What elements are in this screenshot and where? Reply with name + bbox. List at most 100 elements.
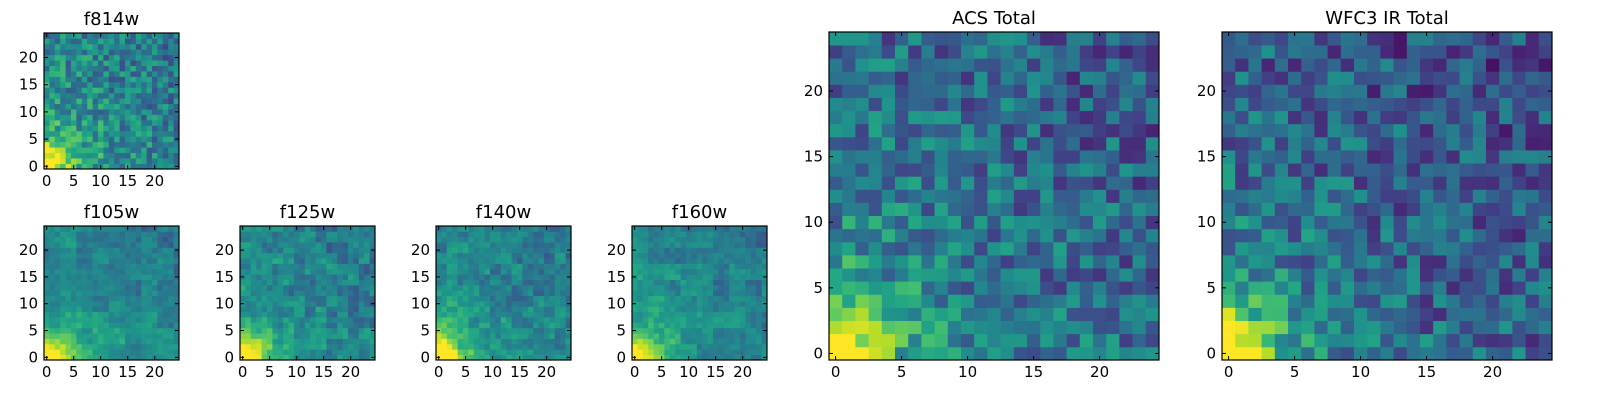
heatmap-cell (974, 241, 988, 256)
heatmap-cell (81, 290, 88, 297)
heatmap-cell (1040, 97, 1054, 112)
heatmap-cell (463, 322, 469, 329)
heatmap-cell (506, 236, 512, 243)
heatmap-cell (664, 306, 671, 313)
heatmap-cell (1053, 228, 1067, 243)
heatmap-cell (468, 301, 475, 307)
heatmap-cell (713, 258, 719, 264)
heatmap-cell (533, 290, 539, 297)
heatmap-cell (1420, 255, 1434, 269)
heatmap-cell (1301, 307, 1315, 321)
heatmap-cell (637, 284, 644, 291)
heatmap-cell (468, 317, 475, 323)
heatmap-cell (664, 247, 671, 254)
heatmap-cell (157, 349, 164, 355)
heatmap-cell (761, 338, 768, 345)
heatmap-cell (1274, 268, 1289, 282)
heatmap-cell (250, 268, 257, 275)
heatmap-cell (868, 228, 883, 243)
heatmap-cell (114, 252, 120, 259)
heatmap-cell (1446, 163, 1460, 177)
heatmap-cell (152, 65, 158, 72)
heatmap-cell (130, 114, 137, 121)
heatmap-cell (696, 252, 703, 259)
heatmap-cell (157, 327, 164, 334)
heatmap-cell (1222, 241, 1236, 256)
heatmap-cell (506, 231, 512, 238)
heatmap-cell (65, 71, 72, 77)
heatmap-cell (669, 242, 676, 248)
heatmap-cell (1367, 294, 1381, 308)
heatmap-cell (326, 242, 333, 248)
heatmap-cell (87, 306, 93, 313)
heatmap-cell (659, 349, 665, 355)
heatmap-cell (168, 284, 174, 291)
heatmap-cell (1433, 176, 1447, 190)
heatmap-cell (146, 109, 153, 115)
heatmap-cell (718, 231, 725, 238)
heatmap-cell (114, 226, 120, 232)
heatmap-cell (135, 120, 142, 126)
heatmap-cell (1446, 294, 1460, 308)
heatmap-cell (1314, 268, 1328, 282)
heatmap-cell (565, 349, 572, 355)
heatmap-cell (745, 226, 752, 232)
heatmap-cell (44, 311, 50, 318)
heatmap-cell (130, 317, 137, 323)
heatmap-cell (315, 231, 322, 238)
heatmap-cell (76, 354, 83, 361)
heatmap-cell (702, 349, 708, 355)
heatmap-cell (114, 343, 120, 350)
heatmap-cell (240, 242, 246, 248)
heatmap-cell (533, 343, 539, 350)
heatmap-cell (250, 354, 257, 361)
heatmap-cell (680, 252, 687, 259)
heatmap-cell (934, 268, 949, 282)
heatmap-cell (1525, 176, 1540, 190)
heatmap-cell (103, 247, 110, 254)
heatmap-cell (1106, 320, 1120, 335)
heatmap-cell (1499, 123, 1513, 138)
heatmap-cell (881, 281, 896, 295)
heatmap-cell (152, 147, 158, 154)
heatmap-cell (1486, 97, 1500, 112)
heatmap-cell (173, 322, 180, 329)
heatmap-cell (92, 295, 99, 302)
heatmap-cell (1053, 123, 1067, 138)
heatmap-cell (1367, 281, 1381, 295)
heatmap-cell (1288, 346, 1302, 361)
heatmap-cell (511, 247, 518, 254)
heatmap-cell (98, 152, 104, 159)
heatmap-cell (44, 60, 50, 66)
heatmap-cell (1340, 84, 1355, 98)
heatmap-cell (881, 346, 896, 361)
heatmap-cell (87, 258, 93, 264)
heatmap-cell (855, 333, 869, 348)
heatmap-cell (1235, 32, 1249, 46)
heatmap-cell (1499, 294, 1513, 308)
heatmap-cell (522, 338, 529, 345)
heatmap-cell (119, 247, 126, 254)
heatmap-cell (92, 247, 99, 254)
heatmap-cell (686, 311, 692, 318)
heatmap-cell (119, 279, 126, 286)
heatmap-cell (162, 226, 169, 232)
heatmap-cell (1420, 58, 1434, 72)
heatmap-cell (108, 109, 115, 115)
heatmap-cell (1393, 71, 1408, 85)
heatmap-cell (1446, 346, 1460, 361)
heatmap-cell (517, 279, 523, 286)
heatmap-cell (326, 279, 333, 286)
heatmap-cell (1459, 307, 1474, 321)
heatmap-cell (729, 263, 735, 270)
heatmap-cell (1446, 45, 1460, 59)
heatmap-cell (974, 281, 988, 295)
heatmap-cell (141, 152, 147, 159)
heatmap-cell (1066, 215, 1081, 230)
heatmap-cell (1079, 333, 1094, 348)
heatmap-cell (277, 263, 284, 270)
heatmap-cell (1093, 346, 1107, 361)
heatmap-cell (162, 242, 169, 248)
heatmap-cell (761, 236, 768, 243)
heatmap-cell (326, 274, 333, 280)
